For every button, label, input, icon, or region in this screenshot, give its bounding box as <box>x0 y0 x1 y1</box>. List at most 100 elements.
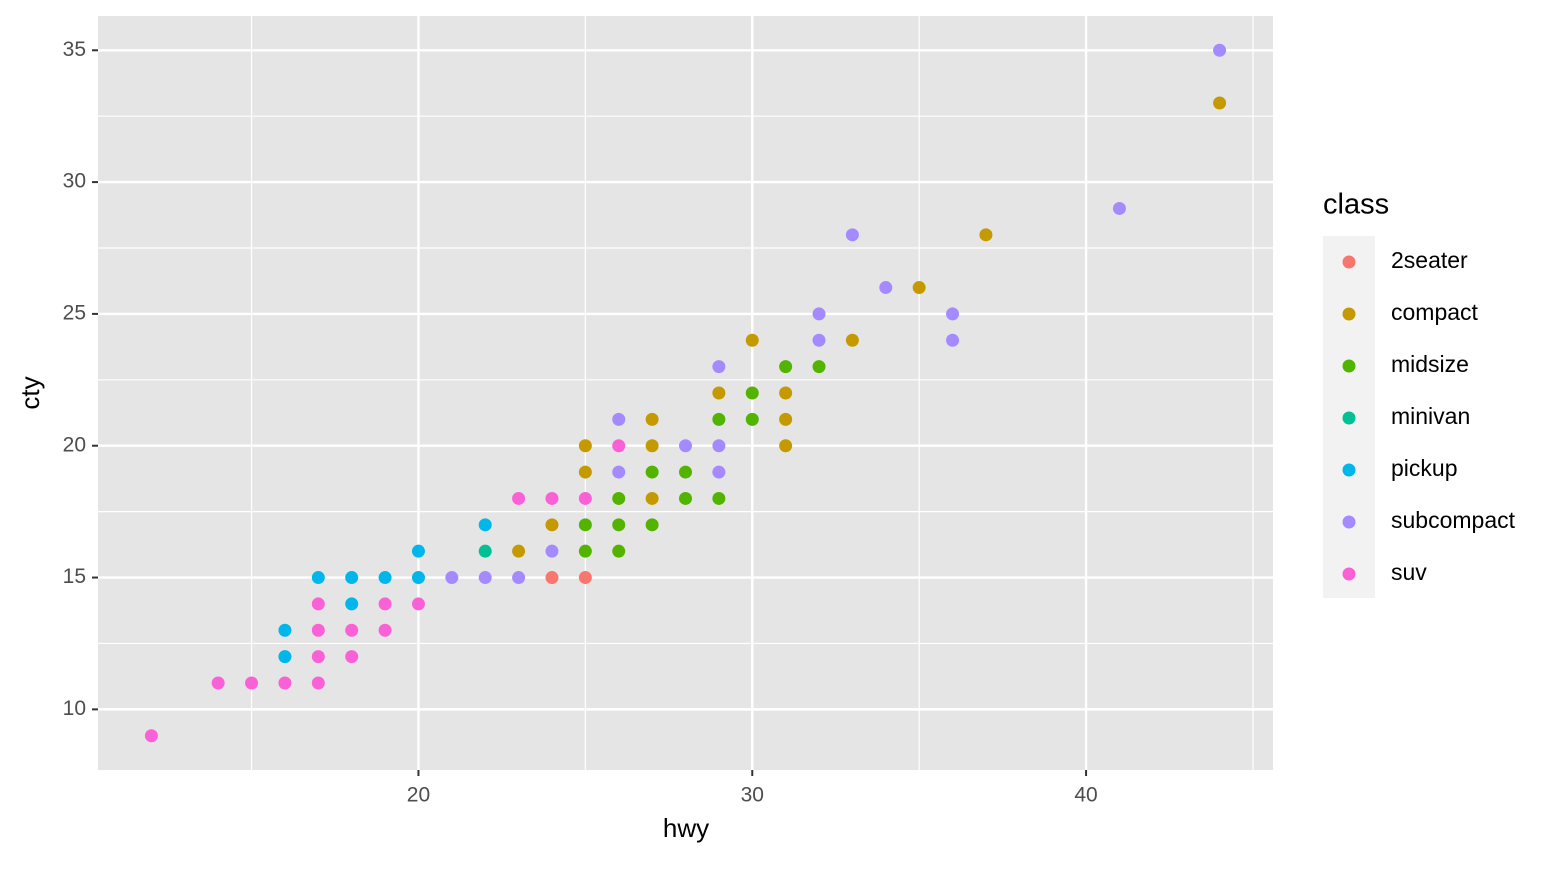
point <box>879 281 893 295</box>
legend-title: class <box>1323 189 1389 221</box>
point <box>645 518 659 532</box>
point <box>378 597 392 611</box>
point <box>645 439 659 453</box>
legend-key <box>1342 567 1356 581</box>
point <box>712 360 726 374</box>
point <box>245 676 259 690</box>
point <box>545 518 559 532</box>
point <box>311 597 325 611</box>
point <box>845 228 859 242</box>
point <box>745 412 759 426</box>
point <box>1213 43 1227 57</box>
point <box>345 650 359 664</box>
point <box>311 650 325 664</box>
point <box>612 518 626 532</box>
point <box>578 571 592 585</box>
legend-key <box>1342 515 1356 529</box>
x-tick-label: 20 <box>407 784 430 807</box>
point <box>679 439 692 453</box>
legend-key <box>1342 411 1356 425</box>
point <box>712 386 726 400</box>
point <box>812 307 826 321</box>
point <box>411 544 425 558</box>
point <box>578 544 592 558</box>
point <box>578 439 592 453</box>
point <box>144 729 158 743</box>
point <box>278 676 292 690</box>
point <box>345 597 359 611</box>
legend-label: compact <box>1391 299 1479 325</box>
point <box>612 412 626 426</box>
point <box>211 676 225 690</box>
legend-label: suv <box>1391 559 1427 585</box>
point <box>645 491 659 505</box>
point <box>545 571 559 585</box>
point <box>545 491 559 505</box>
point <box>345 571 359 585</box>
legend-key <box>1342 255 1356 269</box>
point <box>345 623 359 637</box>
point <box>745 333 759 347</box>
point <box>979 228 993 242</box>
y-tick-label: 35 <box>63 38 86 61</box>
point <box>311 676 325 690</box>
point <box>779 439 793 453</box>
legend-key <box>1342 307 1356 321</box>
point <box>812 360 826 374</box>
y-axis-title: cty <box>15 376 45 409</box>
point <box>311 623 325 637</box>
point <box>445 571 459 585</box>
point <box>912 281 926 295</box>
legend-label: subcompact <box>1391 507 1516 533</box>
point <box>512 544 526 558</box>
point <box>845 333 859 347</box>
point <box>745 386 759 400</box>
point <box>378 571 392 585</box>
point <box>411 597 425 611</box>
point <box>712 412 726 426</box>
point <box>645 465 659 479</box>
point <box>779 386 793 400</box>
point <box>278 650 292 664</box>
point <box>679 491 692 505</box>
point <box>812 333 826 347</box>
legend-label: pickup <box>1391 455 1457 481</box>
point <box>612 439 626 453</box>
point <box>411 571 425 585</box>
point <box>512 491 526 505</box>
point <box>712 465 726 479</box>
point <box>779 360 793 374</box>
x-tick-label: 40 <box>1074 784 1097 807</box>
point <box>612 544 626 558</box>
point <box>478 571 492 585</box>
point <box>679 465 692 479</box>
legend-key <box>1342 359 1356 373</box>
y-tick-label: 25 <box>63 301 86 324</box>
y-tick-label: 30 <box>63 170 86 193</box>
point <box>946 333 960 347</box>
point <box>512 571 526 585</box>
point <box>278 623 292 637</box>
point <box>1213 96 1227 110</box>
legend-label: 2seater <box>1391 247 1468 273</box>
y-tick-label: 20 <box>63 433 86 456</box>
point <box>645 412 659 426</box>
point <box>311 571 325 585</box>
point <box>712 491 726 505</box>
point <box>545 544 559 558</box>
legend-label: midsize <box>1391 351 1469 377</box>
point <box>478 518 492 532</box>
point <box>578 465 592 479</box>
y-tick-label: 10 <box>63 697 86 720</box>
point <box>478 544 492 558</box>
point <box>612 465 626 479</box>
point <box>378 623 392 637</box>
point <box>946 307 960 321</box>
point <box>578 491 592 505</box>
point <box>578 518 592 532</box>
point <box>779 412 793 426</box>
panel <box>98 16 1273 770</box>
x-axis-title: hwy <box>663 813 709 843</box>
point <box>712 439 726 453</box>
